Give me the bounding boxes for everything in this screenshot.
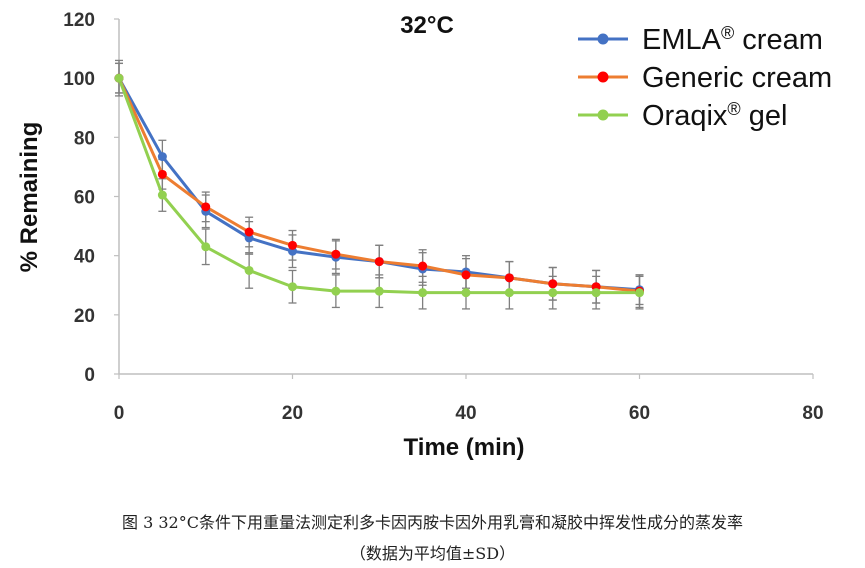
figure-caption: 图 3 32°C条件下用重量法测定利多卡因丙胺卡因外用乳膏和凝胶中挥发性成分的蒸…: [122, 513, 743, 532]
data-point: [461, 270, 471, 280]
data-point: [157, 190, 167, 200]
data-point: [504, 273, 514, 283]
data-point: [201, 242, 211, 252]
chart: 32°C 0 20 40 60 80 0 20 40 60 80 100 120 EMLA® crea…: [16, 10, 832, 461]
y-tick-label: 120: [63, 10, 95, 31]
x-tick-label: 40: [455, 403, 476, 424]
data-point: [418, 288, 428, 298]
axes: 0 20 40 60 80 0 20 40 60 80 100 120: [63, 10, 823, 424]
data-point: [374, 257, 384, 267]
data-point: [201, 202, 211, 212]
error-bars: [115, 59, 644, 310]
data-point: [244, 227, 254, 237]
data-point: [331, 249, 341, 259]
data-point: [461, 288, 471, 298]
legend-swatch-marker: [597, 109, 609, 121]
legend-swatch-marker: [597, 71, 609, 83]
data-point: [418, 261, 428, 271]
data-point: [504, 288, 514, 298]
y-tick-label: 80: [74, 128, 95, 149]
data-point: [157, 152, 167, 162]
data-point: [288, 282, 297, 292]
legend: EMLA® cream Generic cream Oraqix® gel: [578, 23, 832, 132]
data-point: [244, 265, 254, 275]
x-tick-label: 20: [282, 403, 303, 424]
y-axis-label: % Remaining: [16, 122, 43, 273]
data-point: [374, 286, 384, 296]
legend-label: Generic cream: [642, 62, 832, 94]
data-point: [635, 288, 644, 298]
y-tick-label: 40: [74, 247, 95, 268]
figure-caption-note: （数据为平均值±SD）: [349, 544, 516, 563]
data-point: [548, 279, 558, 289]
data-point: [157, 169, 167, 179]
data-point: [548, 288, 558, 298]
x-tick-label: 0: [114, 403, 125, 424]
chart-title: 32°C: [400, 12, 454, 39]
y-tick-label: 0: [84, 365, 95, 386]
legend-swatch-marker: [597, 33, 609, 45]
data-point: [331, 286, 341, 296]
series-markers: [114, 73, 644, 298]
x-tick-label: 80: [802, 403, 823, 424]
data-point: [288, 240, 297, 250]
legend-label: Oraqix® gel: [642, 99, 787, 132]
y-tick-label: 60: [74, 188, 95, 209]
legend-label: EMLA® cream: [642, 23, 823, 56]
data-point: [591, 288, 601, 298]
y-tick-label: 20: [74, 306, 95, 327]
x-axis-label: Time (min): [404, 434, 525, 461]
x-tick-label: 60: [629, 403, 650, 424]
data-point: [114, 73, 124, 83]
y-tick-label: 100: [63, 69, 95, 90]
